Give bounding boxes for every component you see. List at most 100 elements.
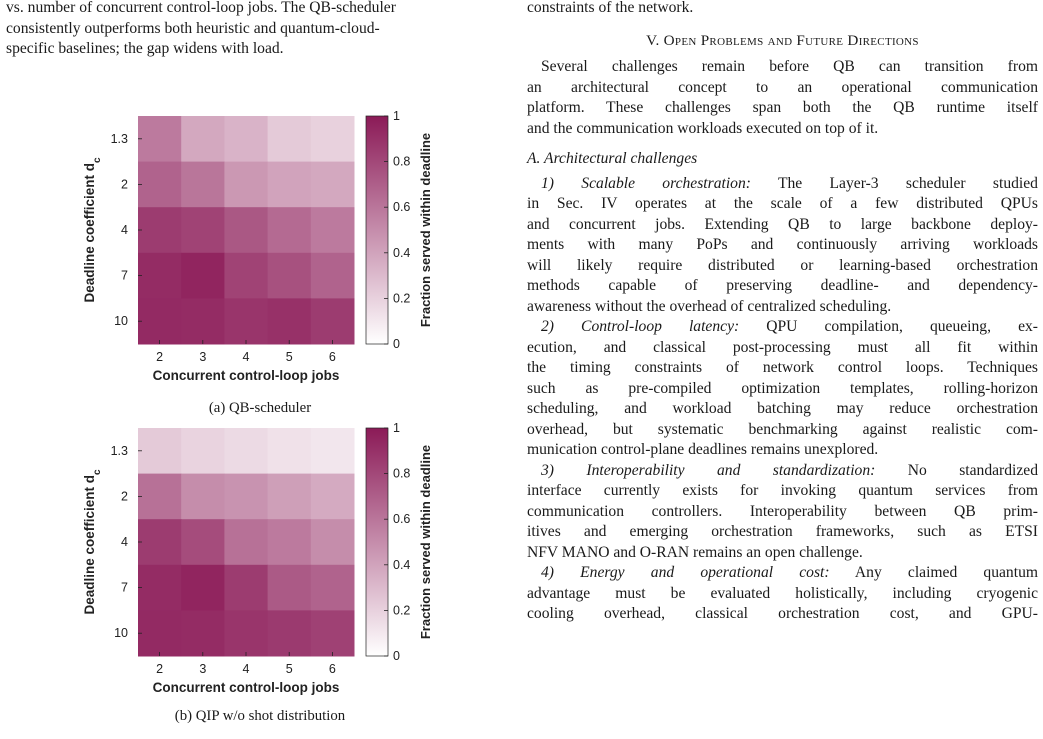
paragraph-line: awareness without the overhead of centra… [527,297,892,315]
caption-tail-line: vs. number of concurrent control-loop jo… [6,0,396,16]
colorbar [365,115,389,345]
y-tick-label: 1.3 [111,132,128,146]
paragraph-line: and concurrent jobs. Extending QB to lar… [527,215,1038,233]
colorbar-tick-label: 0.2 [393,603,410,617]
item-title: 3) Interoperability and standardization: [541,461,876,479]
paragraph-line: 2) Control-loop latency: QPU compilation… [527,317,1038,338]
heatmap-cell [224,252,269,299]
paragraph-line: interface currently exists for invoking … [527,482,1038,499]
heatmap-cell [138,116,182,163]
heatmap-cell [267,207,312,254]
heatmap-cell [138,610,182,657]
heatmap-cell [138,161,182,208]
colorbar-tick-label: 0.4 [393,558,410,572]
heatmap-cell [310,473,355,520]
colorbar-tick-label: 0 [393,649,400,663]
heatmap-cell [310,116,355,163]
paragraph-line: 4) Energy and operational cost: Any clai… [527,563,1038,584]
section-heading-text: V. Open Problems and Future Directions [646,31,919,49]
heatmap-cell [138,252,182,299]
figure-caption-b: (b) QIP w/o shot distribution [174,708,346,724]
colorbar-tick-label: 1 [393,109,400,123]
heatmap-cell [181,161,225,208]
paragraph-line: will likely require distributed or learn… [527,256,1038,274]
heatmap-cell [310,298,355,345]
heatmap-cell [224,564,269,611]
colorbar-label: Fraction served within deadline [418,445,433,639]
heatmap-cell [224,207,269,254]
heatmap-cell [310,610,355,657]
heatmap-cell [181,519,225,566]
paragraph-line: ments with many PoPs and continuously ar… [527,236,1038,253]
heatmap-cell [138,564,182,611]
body-text: constraints of the network. V. Open Prob… [527,0,1038,625]
paragraph-line: communication controllers. Interoperabil… [527,502,1038,520]
y-tick-label: 2 [121,489,128,503]
y-tick-label: 4 [121,535,128,549]
paragraph-line: advantage must be evaluated holistically… [527,584,1038,602]
x-tick-label: 2 [156,350,163,364]
paragraph-line: platform. These challenges span both the… [527,99,1038,116]
x-axis-label: Concurrent control-loop jobs [153,368,340,383]
paragraph-line: Several challenges remain before QB can … [541,58,1038,75]
paragraph-line: in Sec. IV operates at the scale of a fe… [527,195,1038,212]
heatmap-cell [181,610,225,657]
y-axis-label-subscript: c [92,469,103,475]
heatmap-cell [181,252,225,299]
paragraph-line: an architectural concept to an operation… [527,78,1038,96]
heatmap-cell [138,298,182,345]
heatmap-cell [224,428,269,475]
paragraph-line: scheduling, and workload batching may re… [527,400,1038,417]
x-tick-label: 5 [286,350,293,364]
heatmap-cell [267,116,312,163]
paragraph-line: constraints of the network. [527,0,694,16]
paragraph-line: itives and emerging orchestration framew… [527,523,1038,540]
caption-tail-line: specific baselines; the gap widens with … [6,40,284,57]
figure-caption-a: (a) QB-scheduler [208,400,312,416]
paragraph-line: 3) Interoperability and standardization:… [527,461,1038,482]
paragraph-line: and the communication workloads executed… [527,119,879,137]
paragraph-line: cooling overhead, classical orchestratio… [527,605,1038,622]
heatmap-cell [181,116,225,163]
x-axis-label: Concurrent control-loop jobs [153,680,340,695]
paragraph-line: the timing constraints of network contro… [527,359,1038,376]
colorbar [365,427,389,657]
heatmap-cell [267,252,312,299]
paragraph-line: munication control-plane deadlines remai… [527,441,879,458]
item-title: 4) Energy and operational cost: [541,564,830,581]
x-tick-label: 5 [286,662,293,676]
heatmap-cell [267,161,312,208]
heatmap-cell [267,473,312,520]
x-tick-label: 6 [329,350,336,364]
heatmap-cell [224,610,269,657]
y-tick-label: 10 [114,626,128,640]
paragraph-line: methods capable of preserving deadline- … [527,277,1038,294]
heatmap-cell [267,610,312,657]
heatmap-cell [224,161,269,208]
heatmap-cell [181,564,225,611]
x-tick-label: 3 [199,662,206,676]
heatmap-cell [181,207,225,254]
colorbar-tick-label: 0 [393,337,400,351]
paragraph-line: NFV MANO and O-RAN remains an open chall… [527,543,863,561]
heatmap-cell [181,428,225,475]
paragraph-line: overhead, but systematic benchmarking ag… [527,420,1038,438]
x-tick-label: 4 [243,662,250,676]
right-column: constraints of the network. V. Open Prob… [527,0,1043,739]
heatmap-cell [310,519,355,566]
figure-caption-tail: vs. number of concurrent control-loop jo… [6,0,526,60]
y-axis-label: Deadline coefficient dc [82,157,103,303]
heatmap-cell [138,473,182,520]
y-axis-label-subscript: c [92,157,103,163]
colorbar-tick-label: 1 [393,421,400,435]
paragraph-line: 1) Scalable orchestration: The Layer-3 s… [527,174,1038,195]
heatmap-cell [310,161,355,208]
subsection-heading: A. Architectural challenges [527,150,698,167]
x-tick-label: 2 [156,662,163,676]
heatmap-cell [267,519,312,566]
heatmap-cell [224,298,269,345]
x-tick-label: 4 [243,350,250,364]
heatmap-cell [267,298,312,345]
heatmap-cell [224,473,269,520]
